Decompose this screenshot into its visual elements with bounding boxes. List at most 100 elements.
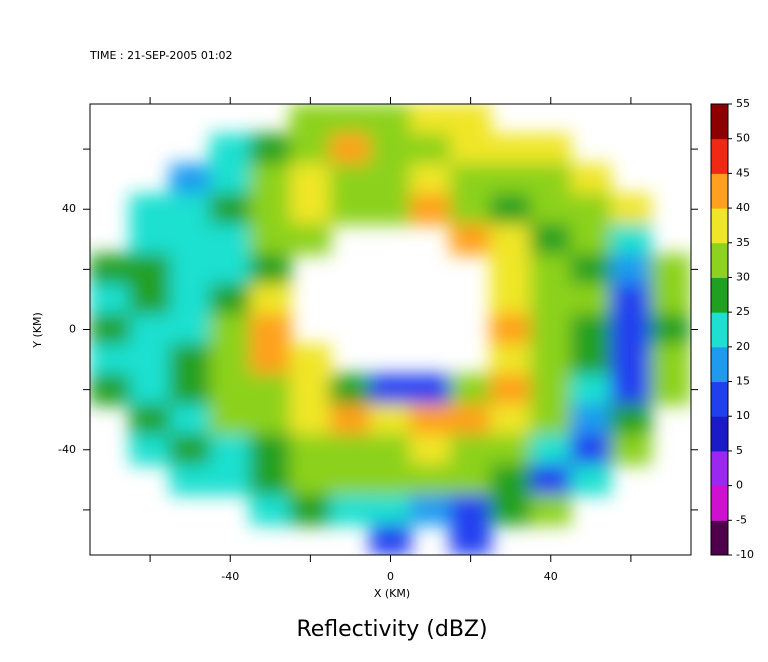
cell xyxy=(410,104,452,135)
cell xyxy=(570,344,612,376)
cell xyxy=(169,434,211,466)
cell xyxy=(129,193,171,225)
cell xyxy=(329,133,371,165)
colorbar-swatch xyxy=(711,485,728,521)
cell xyxy=(209,404,251,436)
cell xyxy=(530,163,572,195)
colorbar-swatch xyxy=(711,242,728,278)
cell xyxy=(209,253,251,285)
colorbar-swatch xyxy=(711,138,728,174)
colorbar: -10 -5 0 5 10 15 20 25 30 35 40 45 50 55 xyxy=(710,97,754,561)
colorbar-swatch xyxy=(711,520,728,556)
cell xyxy=(410,404,452,436)
cell xyxy=(289,223,331,255)
colorbar-swatch xyxy=(711,312,728,348)
colorbar-tick-label: 50 xyxy=(736,132,750,145)
cell xyxy=(530,283,572,315)
cell xyxy=(610,193,652,225)
cell xyxy=(249,374,291,406)
cell xyxy=(450,193,492,225)
colorbar-tick-label: -5 xyxy=(736,513,747,526)
cell xyxy=(490,163,532,195)
cell xyxy=(410,434,452,466)
cell xyxy=(570,313,612,346)
colorbar-frame xyxy=(710,103,729,556)
x-tick-label: 0 xyxy=(387,570,394,583)
cell xyxy=(450,374,492,406)
colorbar-swatch xyxy=(711,208,728,244)
colorbar-swatch xyxy=(711,450,728,487)
cell xyxy=(610,313,652,346)
colorbar-tick-label: 45 xyxy=(736,166,750,179)
colorbar-tick-label: 40 xyxy=(736,201,750,214)
cell xyxy=(329,374,371,406)
cell xyxy=(129,283,171,315)
cell xyxy=(329,434,371,466)
cell xyxy=(530,313,572,346)
cell xyxy=(570,253,612,285)
cell xyxy=(249,434,291,466)
y-tick-label: 40 xyxy=(62,202,76,215)
cell xyxy=(369,524,412,555)
cell xyxy=(610,374,652,406)
cell xyxy=(209,223,251,255)
cell xyxy=(209,434,251,466)
cell xyxy=(289,193,331,225)
cell xyxy=(289,104,331,135)
cell xyxy=(369,404,412,436)
cell xyxy=(530,464,572,496)
cell xyxy=(249,253,291,285)
field xyxy=(90,104,691,555)
cell xyxy=(490,193,532,225)
cell xyxy=(249,494,291,526)
cell xyxy=(369,133,412,165)
cell xyxy=(169,313,211,346)
cell xyxy=(650,344,691,376)
x-axis-label: X (KM) xyxy=(374,587,410,600)
cell xyxy=(650,374,691,406)
cell xyxy=(570,163,612,195)
cell xyxy=(249,344,291,376)
colorbar-tick-label: 5 xyxy=(736,444,743,457)
cell xyxy=(410,464,452,496)
cell xyxy=(570,434,612,466)
cell xyxy=(450,223,492,255)
cell xyxy=(90,344,131,376)
cell xyxy=(129,253,171,285)
cell xyxy=(90,374,131,406)
cell xyxy=(450,104,492,135)
cell xyxy=(209,464,251,496)
cell xyxy=(289,344,331,376)
cell xyxy=(329,464,371,496)
colorbar-swatch xyxy=(711,277,728,313)
cell xyxy=(530,494,572,526)
cell xyxy=(530,253,572,285)
cell xyxy=(289,494,331,526)
cell xyxy=(450,464,492,496)
cell xyxy=(530,193,572,225)
cell xyxy=(169,374,211,406)
cell xyxy=(209,313,251,346)
cell xyxy=(129,404,171,436)
colorbar-tick-label: 0 xyxy=(736,479,743,492)
colorbar-swatch xyxy=(711,416,728,452)
cell xyxy=(169,193,211,225)
cell xyxy=(329,404,371,436)
cell xyxy=(209,163,251,195)
cell xyxy=(209,133,251,165)
cell xyxy=(650,253,691,285)
cell xyxy=(329,163,371,195)
cell xyxy=(289,464,331,496)
colorbar-swatch xyxy=(711,381,728,417)
cell xyxy=(249,464,291,496)
cell xyxy=(209,283,251,315)
cell xyxy=(490,374,532,406)
cell xyxy=(490,344,532,376)
cell xyxy=(490,253,532,285)
cell xyxy=(610,223,652,255)
x-tick-label: -40 xyxy=(221,570,239,583)
cell xyxy=(410,193,452,225)
cell xyxy=(570,223,612,255)
caption: Reflectivity (dBZ) xyxy=(296,617,487,642)
cell xyxy=(129,223,171,255)
